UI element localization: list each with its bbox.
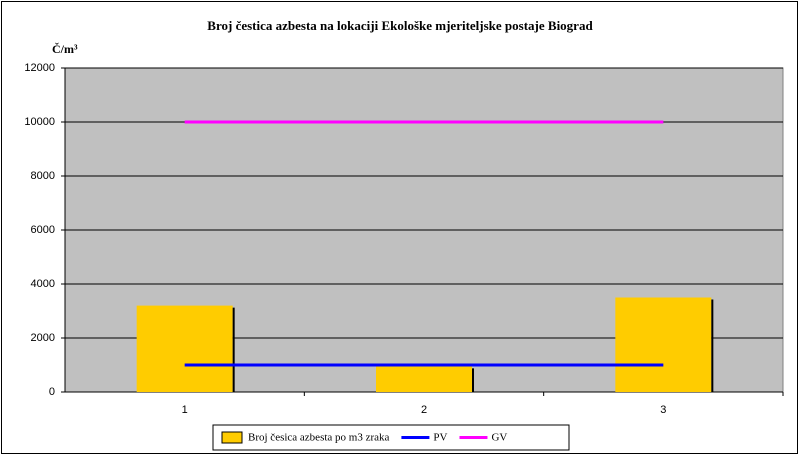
legend-swatch <box>221 431 243 444</box>
y-tick-label: 10000 <box>24 116 55 128</box>
bar <box>136 305 233 392</box>
y-tick-label: 12000 <box>24 62 55 74</box>
bar <box>376 366 472 392</box>
x-tick-label: 1 <box>182 404 188 416</box>
y-tick-label: 8000 <box>31 170 55 182</box>
y-tick-label: 0 <box>49 386 55 398</box>
bar <box>615 297 712 392</box>
y-tick-label: 2000 <box>31 332 55 344</box>
legend-label: GV <box>491 432 507 444</box>
legend-label: PV <box>433 432 447 444</box>
x-tick-label: 3 <box>660 404 666 416</box>
chart-title: Broj čestica azbesta na lokaciji Ekološk… <box>207 18 593 33</box>
x-tick-label: 2 <box>421 404 427 416</box>
y-tick-label: 6000 <box>31 224 55 236</box>
y-axis-label: Č/m³ <box>52 42 78 56</box>
legend-label: Broj česica azbesta po m3 zraka <box>248 432 390 444</box>
y-tick-label: 4000 <box>31 278 55 290</box>
legend <box>212 424 570 451</box>
